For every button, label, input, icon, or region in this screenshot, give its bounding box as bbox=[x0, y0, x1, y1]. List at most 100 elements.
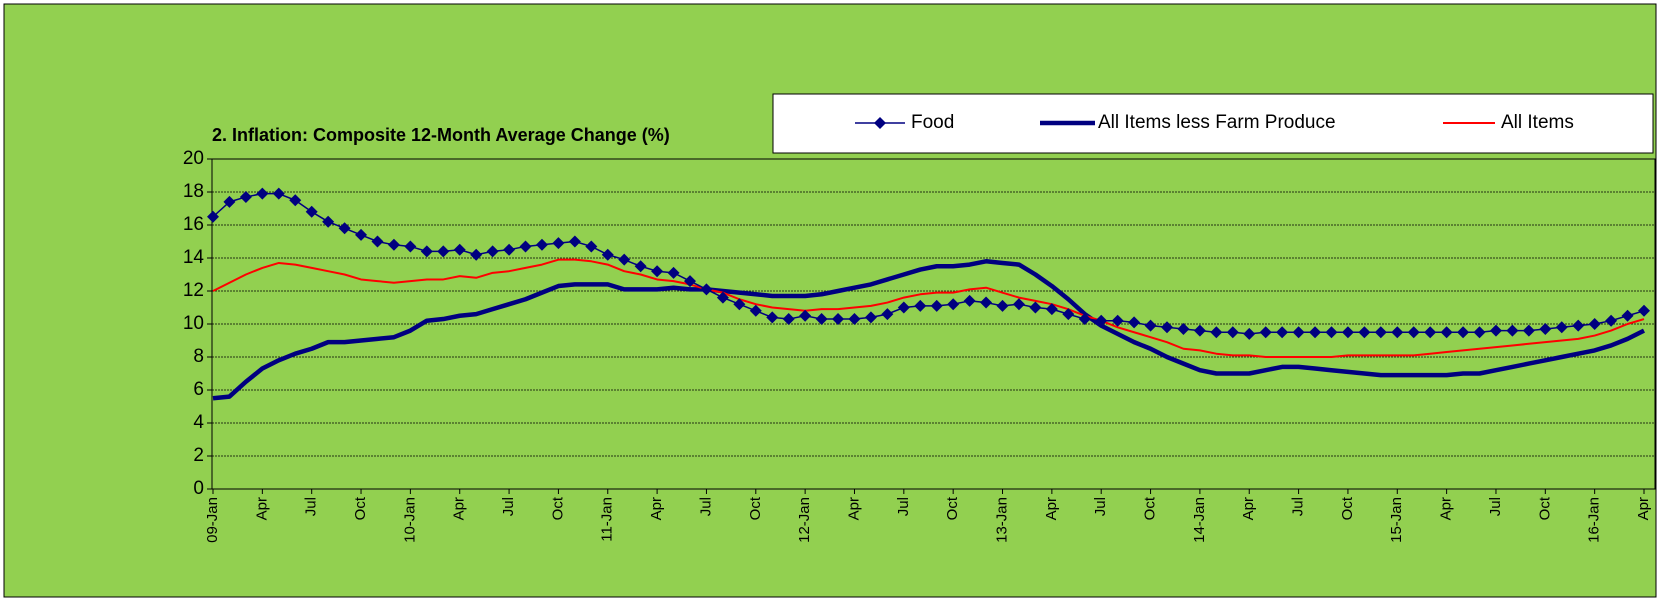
x-tick-label: Apr bbox=[1438, 497, 1455, 520]
x-tick-label: Apr bbox=[253, 497, 270, 520]
x-tick-label: 12-Jan bbox=[796, 497, 813, 543]
data-point bbox=[239, 190, 252, 203]
data-point bbox=[568, 235, 581, 248]
data-point bbox=[799, 309, 812, 322]
data-point bbox=[716, 291, 729, 304]
data-point bbox=[1638, 304, 1650, 317]
x-tick-label: 15-Jan bbox=[1388, 497, 1405, 543]
data-point bbox=[1078, 313, 1091, 326]
data-point bbox=[1489, 324, 1502, 337]
data-point bbox=[387, 238, 400, 251]
legend-entries: Food All Items less Farm Produce All Ite… bbox=[911, 112, 1574, 133]
legend bbox=[772, 93, 1654, 154]
y-tick-label: 4 bbox=[193, 412, 204, 433]
x-tick-label: Oct bbox=[1339, 496, 1356, 520]
data-point bbox=[1111, 314, 1124, 327]
data-point bbox=[1358, 326, 1371, 339]
data-point bbox=[1391, 326, 1404, 339]
data-point bbox=[815, 313, 828, 326]
data-point bbox=[585, 240, 598, 253]
x-tick-label: Oct bbox=[1142, 496, 1159, 520]
data-point bbox=[289, 194, 302, 207]
data-point bbox=[733, 298, 746, 311]
data-point bbox=[766, 311, 779, 324]
data-point bbox=[355, 228, 368, 241]
data-point bbox=[420, 245, 433, 258]
data-point bbox=[207, 210, 219, 223]
x-tick-label: Apr bbox=[1635, 497, 1652, 520]
series-line bbox=[212, 259, 1646, 401]
x-tick-label: Apr bbox=[845, 497, 862, 520]
x-tick-label: 16-Jan bbox=[1586, 497, 1603, 543]
data-point bbox=[1555, 321, 1568, 334]
data-point bbox=[272, 187, 285, 200]
y-tick-label: 8 bbox=[193, 346, 204, 367]
data-point bbox=[1029, 301, 1042, 314]
x-tick-label: 11-Jan bbox=[599, 497, 616, 542]
x-tick-label: Apr bbox=[1240, 497, 1257, 520]
data-point bbox=[684, 275, 696, 288]
data-point bbox=[618, 253, 631, 266]
data-point bbox=[914, 299, 927, 312]
x-tick-label: Jul bbox=[1092, 497, 1109, 516]
data-point bbox=[1325, 326, 1338, 339]
data-point bbox=[996, 299, 1009, 312]
data-point bbox=[1045, 303, 1058, 316]
data-point bbox=[601, 248, 614, 261]
data-point bbox=[1161, 321, 1173, 334]
y-tick-label: 20 bbox=[183, 148, 204, 169]
data-point bbox=[1605, 314, 1618, 327]
x-tick-label: Jul bbox=[697, 497, 714, 516]
series-line bbox=[212, 258, 1645, 358]
y-tick-label: 12 bbox=[183, 280, 204, 301]
data-point bbox=[1276, 326, 1289, 339]
data-point bbox=[1144, 319, 1157, 332]
data-point bbox=[1341, 326, 1354, 339]
x-tick-label: Oct bbox=[1536, 496, 1553, 520]
data-point bbox=[1374, 326, 1387, 339]
data-point bbox=[700, 283, 713, 296]
x-tick-label: Jul bbox=[1290, 497, 1307, 516]
data-point bbox=[1424, 326, 1437, 339]
data-point bbox=[305, 205, 318, 218]
data-point bbox=[1012, 298, 1025, 311]
data-point bbox=[1177, 322, 1190, 335]
data-point bbox=[1226, 326, 1239, 339]
data-point bbox=[453, 243, 466, 256]
data-point bbox=[947, 298, 960, 311]
x-tick-label: 14-Jan bbox=[1191, 497, 1208, 543]
data-point bbox=[897, 301, 910, 314]
y-tick-label: 0 bbox=[193, 478, 204, 499]
legend-label: All Items bbox=[1501, 112, 1574, 133]
data-point bbox=[535, 238, 548, 251]
data-point bbox=[1210, 326, 1223, 339]
data-point bbox=[1243, 327, 1256, 340]
x-tick-label: Oct bbox=[747, 496, 764, 520]
legend-label: All Items less Farm Produce bbox=[1098, 112, 1336, 133]
data-point bbox=[1506, 324, 1519, 337]
data-point bbox=[338, 222, 351, 235]
data-point bbox=[503, 243, 516, 256]
data-point bbox=[881, 308, 894, 321]
data-point bbox=[1128, 316, 1141, 329]
data-point bbox=[980, 296, 993, 309]
data-point bbox=[437, 245, 450, 258]
data-point bbox=[749, 304, 762, 317]
data-point bbox=[1473, 326, 1486, 339]
data-point bbox=[667, 266, 680, 279]
data-point bbox=[223, 195, 236, 208]
data-point bbox=[782, 313, 795, 326]
x-tick-label: Oct bbox=[352, 496, 369, 520]
data-point bbox=[519, 240, 532, 253]
legend-marker bbox=[874, 117, 886, 129]
data-point bbox=[930, 299, 943, 312]
data-point bbox=[634, 260, 647, 273]
x-tick-label: Apr bbox=[1043, 497, 1060, 520]
x-tick-label: Jul bbox=[500, 497, 517, 516]
data-point bbox=[1457, 326, 1470, 339]
y-tick-label: 10 bbox=[183, 313, 204, 334]
x-tick-label: Apr bbox=[451, 497, 468, 520]
data-point bbox=[256, 187, 269, 200]
data-point bbox=[1095, 314, 1108, 327]
